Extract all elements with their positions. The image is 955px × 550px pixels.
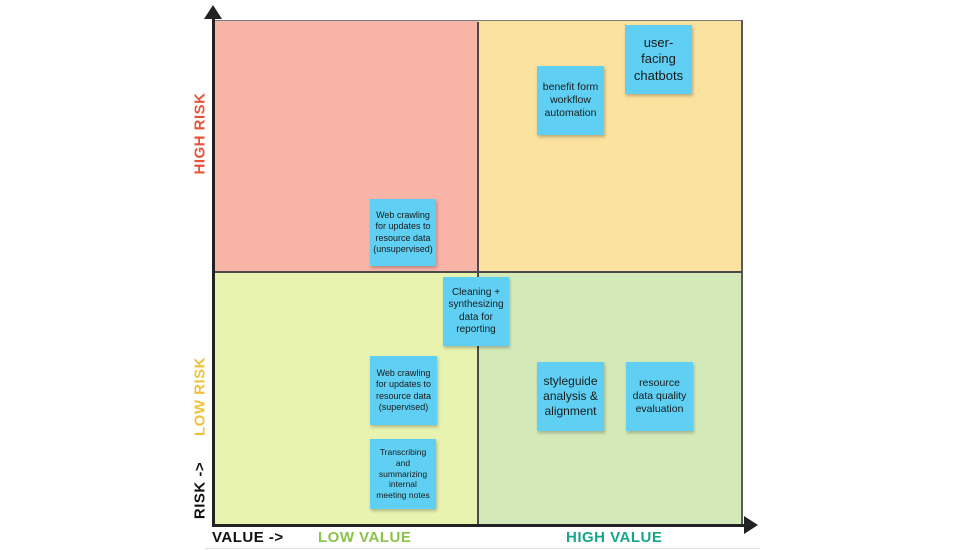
y-axis-line [212, 14, 215, 526]
value-axis-label: VALUE -> [212, 529, 284, 546]
frame-top-border [214, 20, 742, 21]
high-risk-label: HIGH RISK [191, 92, 209, 175]
quadrant-low-risk-low-value [214, 272, 478, 525]
frame-right-border [741, 20, 743, 525]
quadrant-high-risk-low-value [214, 20, 478, 272]
horizontal-divider [214, 271, 742, 273]
sticky-note-chatbots[interactable]: user-facing chatbots [625, 25, 692, 94]
x-axis-line [212, 524, 748, 527]
sticky-note-cleaning[interactable]: Cleaning + synthesizing data for reporti… [443, 277, 509, 346]
sticky-note-data-quality[interactable]: resource data quality evaluation [626, 362, 693, 431]
quadrant-high-risk-high-value [478, 20, 742, 272]
sticky-note-webcrawl-unsupervised[interactable]: Web crawling for updates to resource dat… [370, 199, 436, 266]
bottom-divider [205, 548, 760, 549]
low-value-label: LOW VALUE [318, 529, 412, 546]
sticky-note-styleguide[interactable]: styleguide analysis & alignment [537, 362, 604, 431]
high-value-label: HIGH VALUE [566, 529, 663, 546]
quadrant-low-risk-high-value [478, 272, 742, 525]
sticky-note-transcribing[interactable]: Transcribing and summarizing internal me… [370, 439, 436, 509]
y-axis-arrow-icon [204, 5, 222, 19]
vertical-divider [477, 22, 479, 525]
sticky-note-benefit-form[interactable]: benefit form workflow automation [537, 66, 604, 135]
sticky-note-webcrawl-supervised[interactable]: Web crawling for updates to resource dat… [370, 356, 437, 425]
low-risk-label: LOW RISK [191, 357, 209, 436]
x-axis-arrow-icon [744, 516, 758, 534]
risk-axis-label: RISK -> [191, 461, 209, 520]
